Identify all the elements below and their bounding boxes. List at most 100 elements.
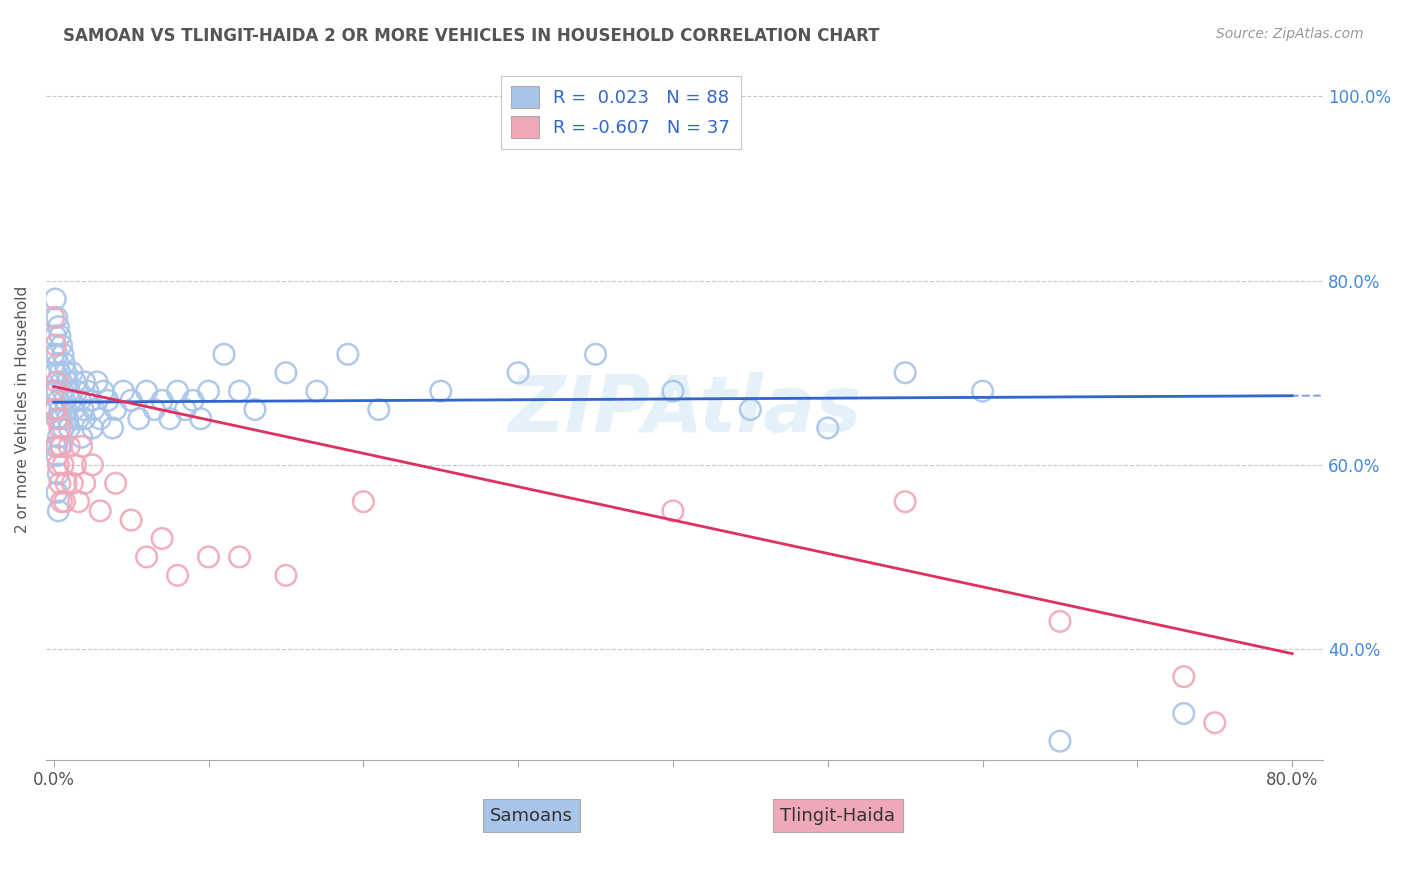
Point bbox=[894, 366, 917, 380]
Point bbox=[73, 411, 96, 425]
Point bbox=[352, 494, 374, 508]
Point bbox=[42, 384, 65, 399]
Y-axis label: 2 or more Vehicles in Household: 2 or more Vehicles in Household bbox=[15, 286, 30, 533]
Point bbox=[112, 384, 135, 399]
Point bbox=[49, 439, 72, 453]
Text: SAMOAN VS TLINGIT-HAIDA 2 OR MORE VEHICLES IN HOUSEHOLD CORRELATION CHART: SAMOAN VS TLINGIT-HAIDA 2 OR MORE VEHICL… bbox=[63, 27, 880, 45]
Point bbox=[45, 375, 67, 389]
Point bbox=[101, 421, 124, 435]
Point bbox=[150, 532, 173, 546]
Point bbox=[44, 366, 66, 380]
Point bbox=[53, 494, 76, 508]
Point bbox=[228, 549, 250, 564]
Point bbox=[53, 393, 76, 408]
Point bbox=[42, 347, 65, 361]
Point bbox=[67, 494, 90, 508]
Point bbox=[45, 439, 67, 453]
Point bbox=[197, 549, 219, 564]
Point bbox=[120, 513, 142, 527]
Point bbox=[305, 384, 328, 399]
Point bbox=[48, 458, 70, 472]
Point bbox=[73, 375, 96, 389]
Point bbox=[44, 338, 66, 352]
Point bbox=[1049, 734, 1071, 748]
Point bbox=[83, 402, 105, 417]
Point bbox=[159, 411, 181, 425]
Point bbox=[91, 384, 114, 399]
Point bbox=[89, 411, 111, 425]
Point bbox=[662, 384, 685, 399]
Point bbox=[42, 384, 65, 399]
Point bbox=[150, 393, 173, 408]
Point bbox=[69, 393, 91, 408]
Point bbox=[58, 439, 80, 453]
Point bbox=[740, 402, 762, 417]
Point bbox=[49, 402, 72, 417]
Point bbox=[65, 375, 87, 389]
Point bbox=[45, 347, 67, 361]
Point bbox=[42, 310, 65, 325]
Point bbox=[65, 458, 87, 472]
Point bbox=[48, 393, 70, 408]
Point bbox=[60, 476, 83, 491]
Point bbox=[135, 384, 157, 399]
Point bbox=[45, 310, 67, 325]
Point bbox=[70, 439, 93, 453]
Point bbox=[128, 411, 150, 425]
Point bbox=[44, 402, 66, 417]
Point bbox=[73, 476, 96, 491]
Point bbox=[120, 393, 142, 408]
Point bbox=[174, 402, 197, 417]
Text: Samoans: Samoans bbox=[489, 806, 572, 824]
Legend: R =  0.023   N = 88, R = -0.607   N = 37: R = 0.023 N = 88, R = -0.607 N = 37 bbox=[501, 76, 741, 149]
Point bbox=[44, 292, 66, 306]
Point bbox=[55, 402, 77, 417]
Point bbox=[52, 347, 75, 361]
Point bbox=[894, 494, 917, 508]
Point bbox=[72, 402, 94, 417]
Point bbox=[70, 430, 93, 444]
Point bbox=[228, 384, 250, 399]
Point bbox=[367, 402, 389, 417]
Point bbox=[212, 347, 235, 361]
Point bbox=[274, 568, 297, 582]
Point bbox=[60, 366, 83, 380]
Point bbox=[89, 504, 111, 518]
Point bbox=[429, 384, 451, 399]
Point bbox=[243, 402, 266, 417]
Point bbox=[181, 393, 204, 408]
Point bbox=[86, 375, 108, 389]
Point bbox=[143, 402, 166, 417]
Point bbox=[52, 384, 75, 399]
Point bbox=[56, 411, 79, 425]
Point bbox=[585, 347, 607, 361]
Point bbox=[53, 357, 76, 371]
Point bbox=[44, 329, 66, 343]
Point bbox=[44, 439, 66, 453]
Point bbox=[48, 430, 70, 444]
Point bbox=[76, 384, 98, 399]
Point bbox=[197, 384, 219, 399]
Point bbox=[66, 384, 89, 399]
Point bbox=[52, 421, 75, 435]
Text: Source: ZipAtlas.com: Source: ZipAtlas.com bbox=[1216, 27, 1364, 41]
Point bbox=[104, 476, 127, 491]
Point bbox=[190, 411, 212, 425]
Point bbox=[166, 384, 188, 399]
Point bbox=[48, 467, 70, 481]
Point bbox=[817, 421, 839, 435]
Point bbox=[97, 393, 120, 408]
Point bbox=[80, 393, 103, 408]
Point bbox=[662, 504, 685, 518]
Point bbox=[59, 393, 82, 408]
Point bbox=[82, 458, 104, 472]
Text: Tlingit-Haida: Tlingit-Haida bbox=[780, 806, 896, 824]
Point bbox=[51, 375, 73, 389]
Point bbox=[52, 458, 75, 472]
Point bbox=[336, 347, 359, 361]
Point bbox=[508, 366, 530, 380]
Point bbox=[45, 411, 67, 425]
Text: ZIPAtlas: ZIPAtlas bbox=[508, 372, 862, 448]
Point bbox=[51, 439, 73, 453]
Point bbox=[1173, 706, 1195, 721]
